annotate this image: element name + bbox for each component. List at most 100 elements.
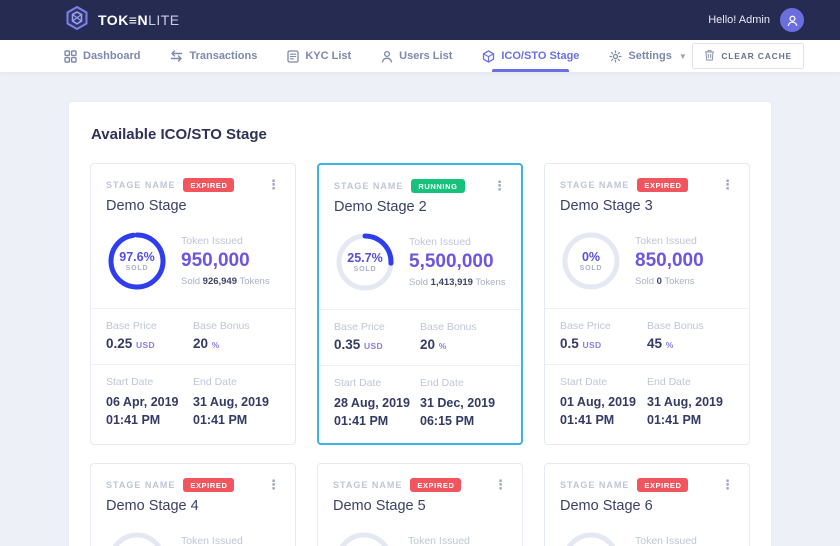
greeting-text: Hello! Admin — [708, 14, 770, 26]
stage-card[interactable]: STAGE NAME EXPIRED ⋮ Demo Stage 3 0% SOL… — [544, 163, 750, 446]
end-date-value: 31 Dec, 2019 06:15 PM — [420, 396, 496, 429]
brand-name: TOK≡NLITE — [98, 12, 180, 28]
grid-icon — [64, 49, 77, 63]
stage-card[interactable]: STAGE NAME EXPIRED ⋮ Demo Stage 4 0% SOL… — [90, 463, 296, 546]
swap-arrows-icon — [170, 50, 183, 62]
start-date-value: 01 Aug, 2019 01:41 PM — [560, 395, 636, 428]
clear-cache-label: CLEAR CACHE — [721, 51, 792, 61]
nav-item-label: Dashboard — [83, 50, 141, 62]
sold-tokens-line: Sold 1,413,919 Tokens — [409, 277, 506, 288]
document-list-icon — [287, 49, 299, 63]
stage-grid: STAGE NAME EXPIRED ⋮ Demo Stage 97.6% SO… — [90, 163, 750, 546]
base-bonus-value: 20 % — [420, 337, 447, 352]
base-price-label: Base Price — [560, 320, 611, 332]
stages-panel: Available ICO/STO Stage STAGE NAME EXPIR… — [68, 101, 772, 546]
avatar[interactable] — [780, 8, 804, 32]
nav-item-transactions[interactable]: Transactions — [170, 40, 257, 72]
kebab-menu-icon[interactable]: ⋮ — [267, 177, 280, 192]
sold-tokens-line: Sold 0 Tokens — [635, 276, 695, 287]
stage-name-label: STAGE NAME — [333, 480, 403, 491]
nav-item-settings[interactable]: Settings ▼ — [609, 40, 687, 72]
stage-name-label: STAGE NAME — [560, 480, 630, 491]
sold-caps-label: SOLD — [579, 265, 603, 272]
status-badge: EXPIRED — [183, 178, 235, 192]
brand-logo[interactable]: TOK≡NLITE — [64, 5, 180, 36]
base-price-value: 0.25 USD — [106, 336, 155, 351]
token-issued-label: Token Issued — [181, 235, 243, 247]
base-bonus-value: 45 % — [647, 336, 674, 351]
token-issued-value: 5,500,000 — [409, 251, 494, 272]
nav-item-label: KYC List — [305, 50, 352, 62]
base-bonus-label: Base Bonus — [420, 321, 477, 333]
sold-donut-chart: 0% SOLD — [106, 530, 168, 546]
stage-title: Demo Stage 5 — [333, 498, 426, 515]
nav-item-label: Users List — [399, 50, 453, 62]
base-price-label: Base Price — [106, 320, 157, 332]
nav-item-users-list[interactable]: Users List — [381, 40, 452, 72]
kebab-menu-icon[interactable]: ⋮ — [721, 177, 734, 192]
status-badge: EXPIRED — [637, 478, 689, 493]
stage-name-label: STAGE NAME — [106, 180, 176, 190]
stage-card[interactable]: STAGE NAME EXPIRED ⋮ Demo Stage 6 0% SOL… — [544, 463, 750, 546]
kebab-menu-icon[interactable]: ⋮ — [494, 477, 507, 493]
nav-item-label: Settings — [628, 50, 672, 62]
nav-item-label: Transactions — [189, 50, 258, 62]
token-issued-label: Token Issued — [408, 535, 470, 546]
status-badge: EXPIRED — [183, 478, 235, 493]
status-badge: RUNNING — [411, 179, 465, 193]
base-price-label: Base Price — [334, 321, 385, 333]
cube-icon — [482, 49, 495, 63]
nav-item-dashboard[interactable]: Dashboard — [64, 40, 140, 72]
main-nav: Dashboard Transactions KYC List Users List I… — [0, 40, 840, 73]
sold-donut-chart: 0% SOLD — [560, 530, 622, 546]
base-price-value: 0.35 USD — [334, 337, 383, 352]
token-issued-label: Token Issued — [409, 236, 471, 248]
end-date-value: 31 Aug, 2019 01:41 PM — [647, 395, 723, 428]
page-title: Available ICO/STO Stage — [91, 126, 267, 143]
cube-logo-icon — [64, 5, 90, 36]
end-date-label: End Date — [647, 376, 691, 388]
start-date-value: 28 Aug, 2019 01:41 PM — [334, 396, 410, 429]
stage-card[interactable]: STAGE NAME EXPIRED ⋮ Demo Stage 5 0% SOL… — [317, 463, 523, 546]
stage-title: Demo Stage 4 — [106, 498, 199, 515]
end-date-value: 31 Aug, 2019 01:41 PM — [193, 395, 269, 428]
sold-tokens-line: Sold 926,949 Tokens — [181, 276, 270, 287]
token-issued-label: Token Issued — [181, 535, 243, 546]
nav-item-kyc-list[interactable]: KYC List — [287, 40, 351, 72]
sold-caps-label: SOLD — [353, 266, 377, 273]
token-issued-value: 850,000 — [635, 250, 704, 271]
top-header: TOK≡NLITE Hello! Admin — [0, 0, 840, 40]
nav-item-ico-sto-stage[interactable]: ICO/STO Stage — [482, 40, 579, 72]
stage-title: Demo Stage 3 — [560, 198, 653, 214]
kebab-menu-icon[interactable]: ⋮ — [721, 477, 734, 493]
sold-caps-label: SOLD — [125, 265, 149, 272]
token-issued-label: Token Issued — [635, 235, 697, 247]
kebab-menu-icon[interactable]: ⋮ — [267, 477, 280, 493]
stage-name-label: STAGE NAME — [334, 181, 404, 191]
token-issued-label: Token Issued — [635, 535, 697, 546]
sold-donut-chart: 0% SOLD — [333, 530, 395, 546]
stage-title: Demo Stage 6 — [560, 498, 653, 515]
base-bonus-value: 20 % — [193, 336, 220, 351]
status-badge: EXPIRED — [410, 478, 462, 493]
stage-card[interactable]: STAGE NAME EXPIRED ⋮ Demo Stage 97.6% SO… — [90, 163, 296, 446]
start-date-label: Start Date — [560, 376, 608, 388]
nav-item-label: ICO/STO Stage — [501, 50, 580, 62]
kebab-menu-icon[interactable]: ⋮ — [493, 178, 506, 193]
start-date-label: Start Date — [334, 377, 382, 389]
clear-cache-button[interactable]: CLEAR CACHE — [692, 43, 804, 69]
base-bonus-label: Base Bonus — [647, 320, 704, 332]
sold-donut-chart: 0% SOLD — [560, 230, 622, 292]
stage-card[interactable]: STAGE NAME RUNNING ⋮ Demo Stage 2 25.7% … — [317, 163, 523, 446]
user-icon — [381, 50, 393, 63]
end-date-label: End Date — [193, 376, 237, 388]
chevron-down-icon: ▼ — [678, 51, 687, 61]
token-issued-value: 950,000 — [181, 250, 250, 271]
person-icon — [787, 15, 797, 26]
gear-icon — [609, 49, 623, 63]
status-badge: EXPIRED — [637, 178, 689, 192]
sold-donut-chart: 97.6% SOLD — [106, 230, 168, 292]
stage-title: Demo Stage 2 — [334, 199, 427, 215]
base-price-value: 0.5 USD — [560, 336, 602, 351]
start-date-value: 06 Apr, 2019 01:41 PM — [106, 395, 179, 428]
